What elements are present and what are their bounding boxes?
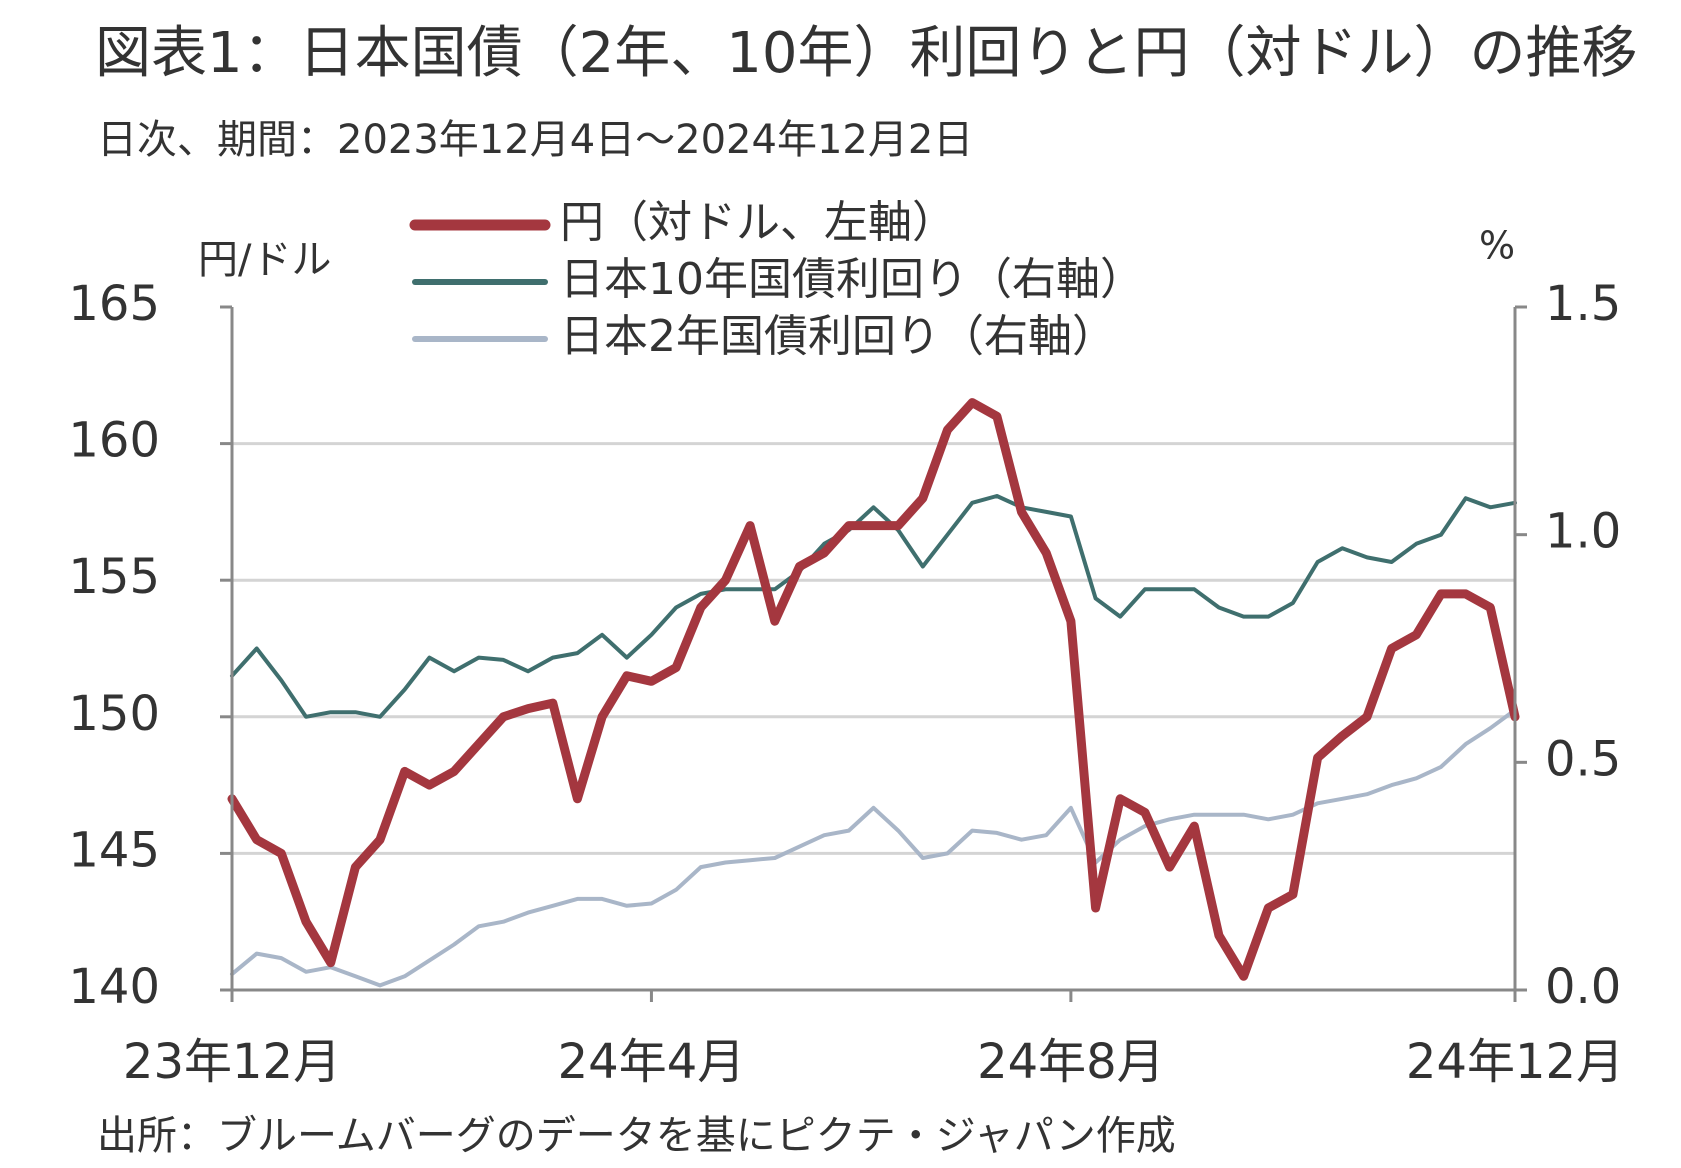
x-tick-label: 24年4月 [558,1034,746,1090]
y-axis-label: 円/ドル [198,237,331,283]
y-tick-label: 145 [68,822,160,878]
chart-title: 図表1：日本国債（2年、10年）利回りと円（対ドル）の推移 [95,21,1638,86]
series-line [230,494,1517,719]
y2-tick-label: 0.0 [1545,959,1621,1015]
y2-tick-label: 0.5 [1545,731,1621,787]
x-tick-label: 24年8月 [977,1034,1165,1090]
legend-label: 日本10年国債利回り（右軸） [560,254,1144,305]
source-note: 出所：ブルームバーグのデータを基にピクテ・ジャパン作成 [97,1113,1176,1159]
y-tick-label: 140 [68,959,160,1015]
y2-tick-label: 1.0 [1545,504,1621,560]
series-line [230,708,1517,988]
series-line [227,398,1520,981]
legend-label: 円（対ドル、左軸） [560,197,956,248]
y2-tick-label: 1.5 [1545,276,1621,332]
legend-label: 日本2年国債利回り（右軸） [560,311,1116,362]
y-tick-label: 150 [68,686,160,742]
y-tick-label: 160 [68,413,160,469]
y2-axis-label: % [1479,224,1515,268]
x-tick-label: 23年12月 [123,1034,341,1090]
y-tick-label: 155 [68,549,160,605]
chart-subtitle: 日次、期間：2023年12月4日～2024年12月2日 [97,117,973,163]
y-tick-label: 165 [68,276,160,332]
x-tick-label: 24年12月 [1406,1034,1624,1090]
